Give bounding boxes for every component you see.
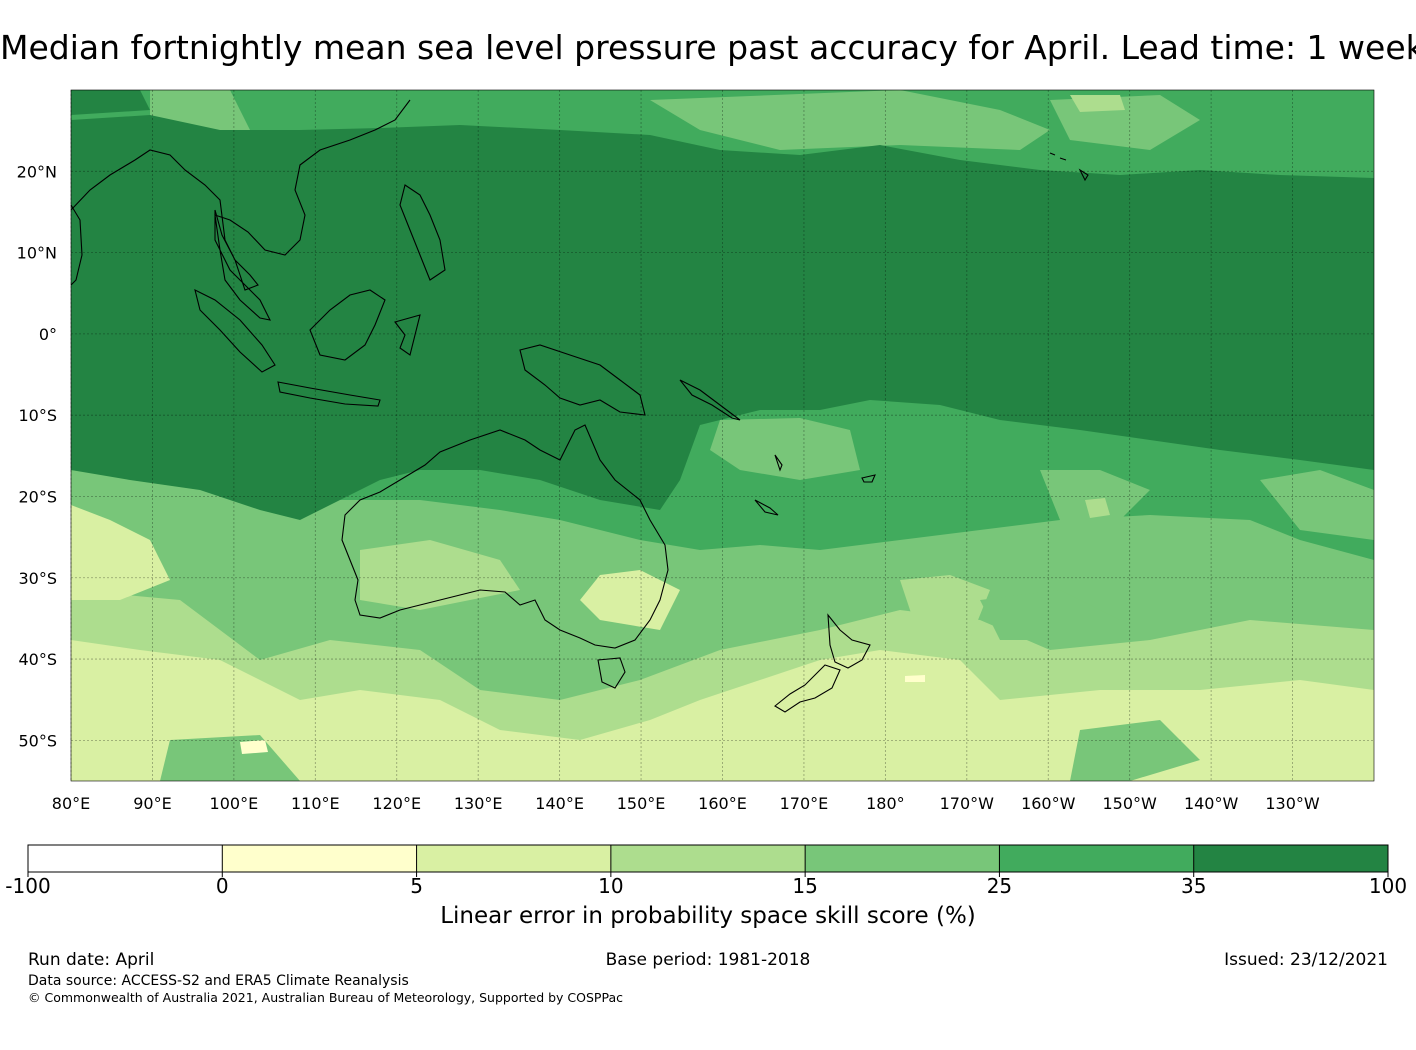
colorbar-tick-label: 5 [410, 874, 423, 898]
java-coast [277, 381, 381, 407]
issued-date: Issued: 23/12/2021 [1224, 950, 1388, 970]
colorbar-swatch [416, 845, 611, 872]
latitude-tick-label: 20°N [17, 162, 57, 181]
borneo-coast [309, 289, 386, 361]
longitude-tick-label: 170°E [780, 794, 829, 813]
latitude-tick-label: 10°N [17, 244, 57, 263]
colorbar-tick-label: -100 [5, 874, 50, 898]
latitude-tick-label: 30°S [18, 569, 57, 588]
longitude-tick-label: 160°W [1021, 794, 1076, 813]
longitude-labels: 80°E 90°E 100°E 110°E 120°E 130°E 140°E 150°E 16… [52, 794, 1320, 813]
vanuatu-coast [774, 454, 783, 472]
colorbar-swatch [1193, 845, 1388, 872]
latitude-tick-label: 20°S [18, 487, 57, 506]
longitude-tick-label: 140°W [1184, 794, 1239, 813]
latitude-tick-label: 0° [39, 325, 57, 344]
skill-field [71, 90, 1374, 781]
longitude-tick-label: 120°E [372, 794, 421, 813]
longitude-tick-label: 130°W [1265, 794, 1320, 813]
coastlines [70, 99, 1089, 713]
colorbar-swatch [28, 845, 223, 872]
sulawesi-coast [394, 314, 421, 356]
copyright-notice: © Commonwealth of Australia 2021, Austra… [28, 990, 623, 1005]
colorbar-tick-label: 25 [987, 874, 1012, 898]
longitude-tick-label: 150°W [1103, 794, 1158, 813]
india-coast [70, 204, 83, 286]
run-date: Run date: April [28, 950, 155, 970]
new-zealand-north [827, 613, 871, 669]
solomon-coast [679, 379, 741, 421]
longitude-tick-label: 100°E [210, 794, 259, 813]
colorbar-tick-label: 100 [1369, 874, 1407, 898]
longitude-tick-label: 140°E [535, 794, 584, 813]
fiji-coast [861, 474, 876, 483]
hawaii-coast [1049, 152, 1089, 182]
colorbar-tick-label: 35 [1181, 874, 1206, 898]
new-guinea-coast [519, 344, 646, 416]
philippines-coast [399, 184, 446, 281]
longitude-tick-label: 150°E [617, 794, 666, 813]
colorbar-tick-label: 10 [598, 874, 623, 898]
colorbar-swatch [222, 845, 417, 872]
colorbar: -100 0 5 10 15 25 35 100 [5, 844, 1407, 898]
australia-coast [341, 424, 669, 649]
colorbar-tick-label: 0 [216, 874, 229, 898]
skill-score-map: 20°N 10°N 0° 10°S 20°S 30°S 40°S 50°S 80°E 90°E 1… [17, 89, 1375, 813]
map-frame [70, 89, 1375, 782]
new-zealand-south [774, 664, 841, 713]
sumatra-coast [194, 288, 276, 373]
longitude-tick-label: 170°W [940, 794, 995, 813]
longitude-tick-label: 90°E [133, 794, 171, 813]
map-title: Median fortnightly mean sea level pressu… [0, 28, 1416, 67]
colorbar-swatch [805, 845, 1000, 872]
latitude-tick-label: 50°S [18, 731, 57, 750]
longitude-tick-label: 180° [866, 794, 905, 813]
colorbar-tick-label: 15 [792, 874, 817, 898]
data-source: Data source: ACCESS-S2 and ERA5 Climate … [28, 973, 409, 989]
tasmania-coast [597, 657, 626, 689]
mainland-asia-coast [70, 99, 411, 321]
latitude-labels: 20°N 10°N 0° 10°S 20°S 30°S 40°S 50°S [17, 162, 57, 750]
longitude-tick-label: 160°E [698, 794, 747, 813]
latitude-tick-label: 40°S [18, 650, 57, 669]
latitude-tick-label: 10°S [18, 406, 57, 425]
base-period: Base period: 1981-2018 [605, 950, 811, 970]
longitude-tick-label: 110°E [291, 794, 340, 813]
colorbar-swatch [610, 845, 806, 872]
colorbar-swatch [999, 845, 1194, 872]
new-caledonia-coast [754, 499, 779, 516]
longitude-tick-label: 130°E [454, 794, 503, 813]
colorbar-label: Linear error in probability space skill … [440, 903, 976, 929]
longitude-tick-label: 80°E [52, 794, 90, 813]
